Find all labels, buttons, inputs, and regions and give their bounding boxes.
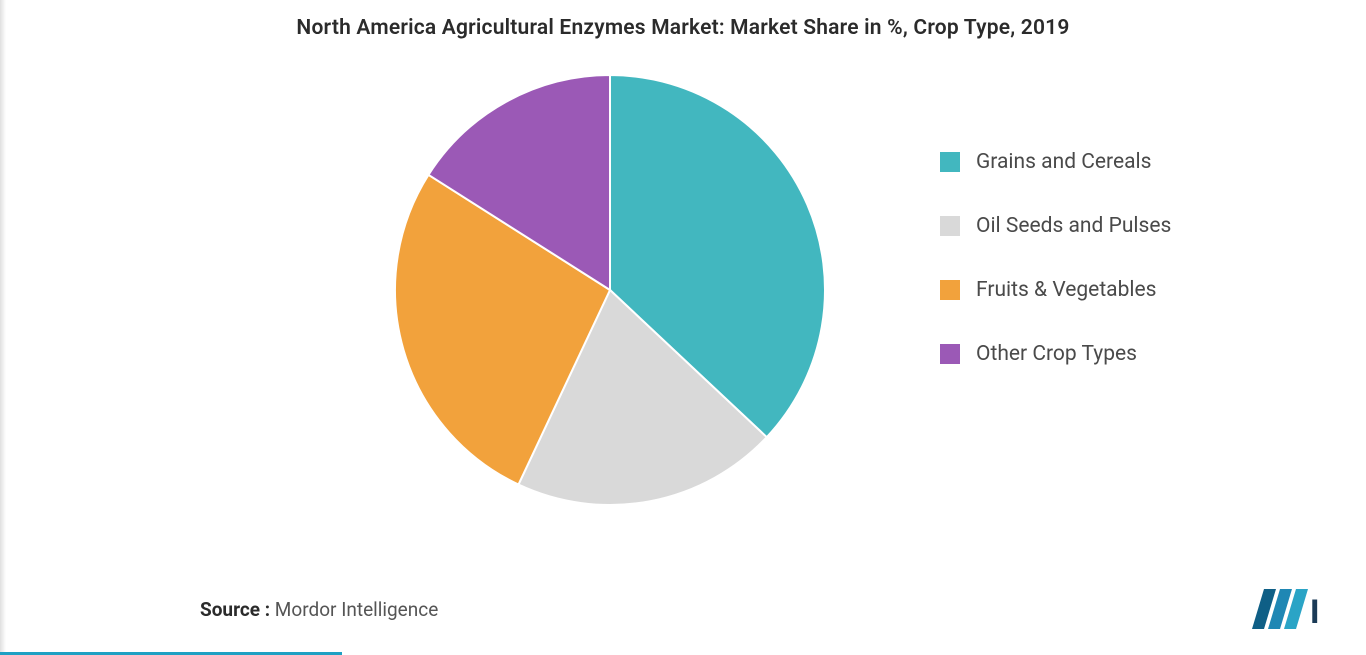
legend-swatch-1 xyxy=(940,216,960,236)
legend-label-2: Fruits & Vegetables xyxy=(976,278,1156,302)
legend-item-0: Grains and Cereals xyxy=(940,150,1171,174)
pie-svg xyxy=(395,75,825,505)
logo-letter: I xyxy=(1310,593,1319,631)
legend-swatch-0 xyxy=(940,152,960,172)
left-shadow xyxy=(0,0,6,655)
legend-swatch-2 xyxy=(940,280,960,300)
legend: Grains and Cereals Oil Seeds and Pulses Fr… xyxy=(940,150,1171,366)
legend-label-0: Grains and Cereals xyxy=(976,150,1152,174)
mordor-logo: I xyxy=(1252,587,1322,631)
legend-label-3: Other Crop Types xyxy=(976,342,1137,366)
legend-item-2: Fruits & Vegetables xyxy=(940,278,1171,302)
source-value: Mordor Intelligence xyxy=(270,598,438,621)
legend-swatch-3 xyxy=(940,344,960,364)
pie-chart xyxy=(395,75,825,505)
chart-title: North America Agricultural Enzymes Marke… xyxy=(0,16,1366,40)
mordor-logo-svg: I xyxy=(1252,587,1322,631)
source-line: Source : Mordor Intelligence xyxy=(200,598,438,621)
source-label: Source : xyxy=(200,598,270,621)
legend-label-1: Oil Seeds and Pulses xyxy=(976,214,1171,238)
legend-item-3: Other Crop Types xyxy=(940,342,1171,366)
legend-item-1: Oil Seeds and Pulses xyxy=(940,214,1171,238)
